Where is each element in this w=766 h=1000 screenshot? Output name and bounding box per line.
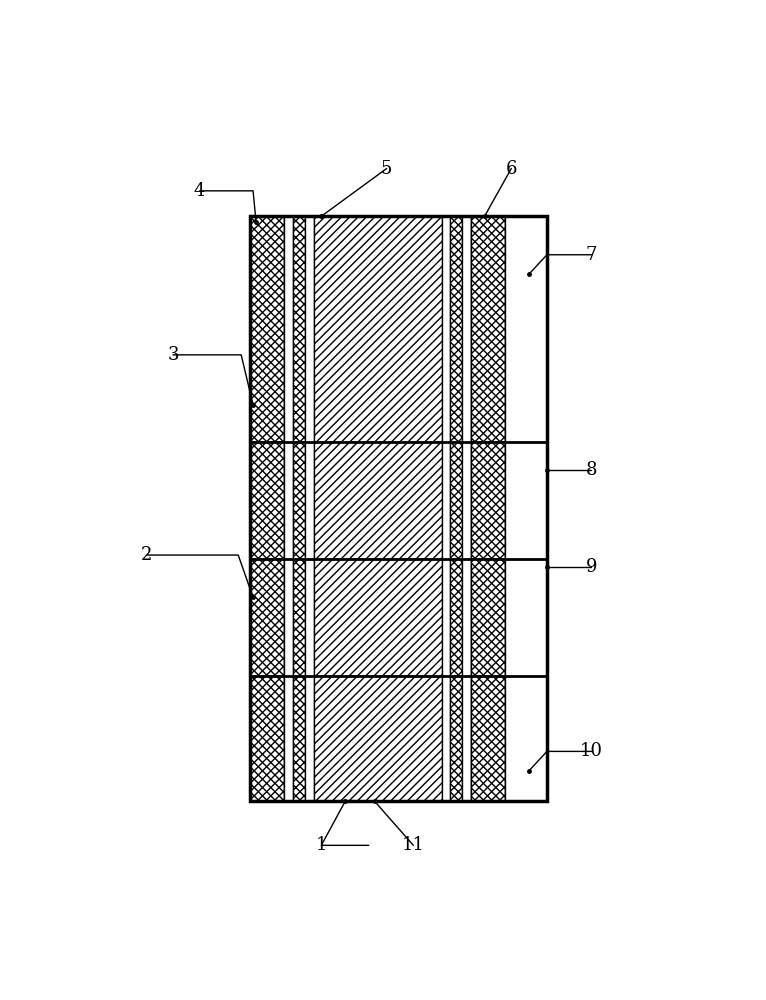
Bar [471,442,506,559]
Bar [250,442,284,559]
Bar [305,676,314,801]
Bar [463,676,471,801]
Bar [441,559,450,676]
Bar [471,559,506,676]
Bar [450,676,463,801]
Bar [471,442,506,559]
Bar [471,676,506,801]
Bar [450,216,463,442]
Bar [450,559,463,676]
Bar [471,676,506,801]
Bar [250,559,284,676]
Bar [314,559,441,676]
Bar [293,216,305,442]
Text: 7: 7 [586,246,597,264]
Text: 8: 8 [586,461,597,479]
Text: 3: 3 [167,346,178,364]
Bar [250,216,284,442]
Bar [250,216,547,801]
Bar [305,216,314,442]
Bar [305,559,314,676]
Bar [250,442,284,559]
Bar [250,216,547,801]
Bar [284,216,293,442]
Text: 1: 1 [316,836,327,854]
Bar [441,676,450,801]
Bar [250,676,284,801]
Bar [250,442,547,559]
Bar [284,676,293,801]
Bar [293,442,305,559]
Bar [250,676,547,801]
Bar [293,559,305,676]
Bar [463,559,471,676]
Bar [250,559,547,676]
Text: 5: 5 [381,160,392,178]
Bar [250,216,547,442]
Bar [471,559,506,676]
Text: 11: 11 [402,836,425,854]
Bar [471,216,506,442]
Bar [441,442,450,559]
Bar [314,442,441,559]
Bar [471,216,506,442]
Bar [293,676,305,801]
Bar [314,216,441,442]
Text: 4: 4 [194,182,205,200]
Bar [250,559,284,676]
Text: 6: 6 [506,160,517,178]
Bar [450,442,463,559]
Text: 9: 9 [586,558,597,576]
Bar [284,559,293,676]
Bar [314,676,441,801]
Bar [305,442,314,559]
Bar [441,216,450,442]
Text: 10: 10 [580,742,603,760]
Bar [250,676,284,801]
Text: 2: 2 [140,546,152,564]
Bar [463,216,471,442]
Bar [284,442,293,559]
Bar [463,442,471,559]
Bar [250,216,284,442]
